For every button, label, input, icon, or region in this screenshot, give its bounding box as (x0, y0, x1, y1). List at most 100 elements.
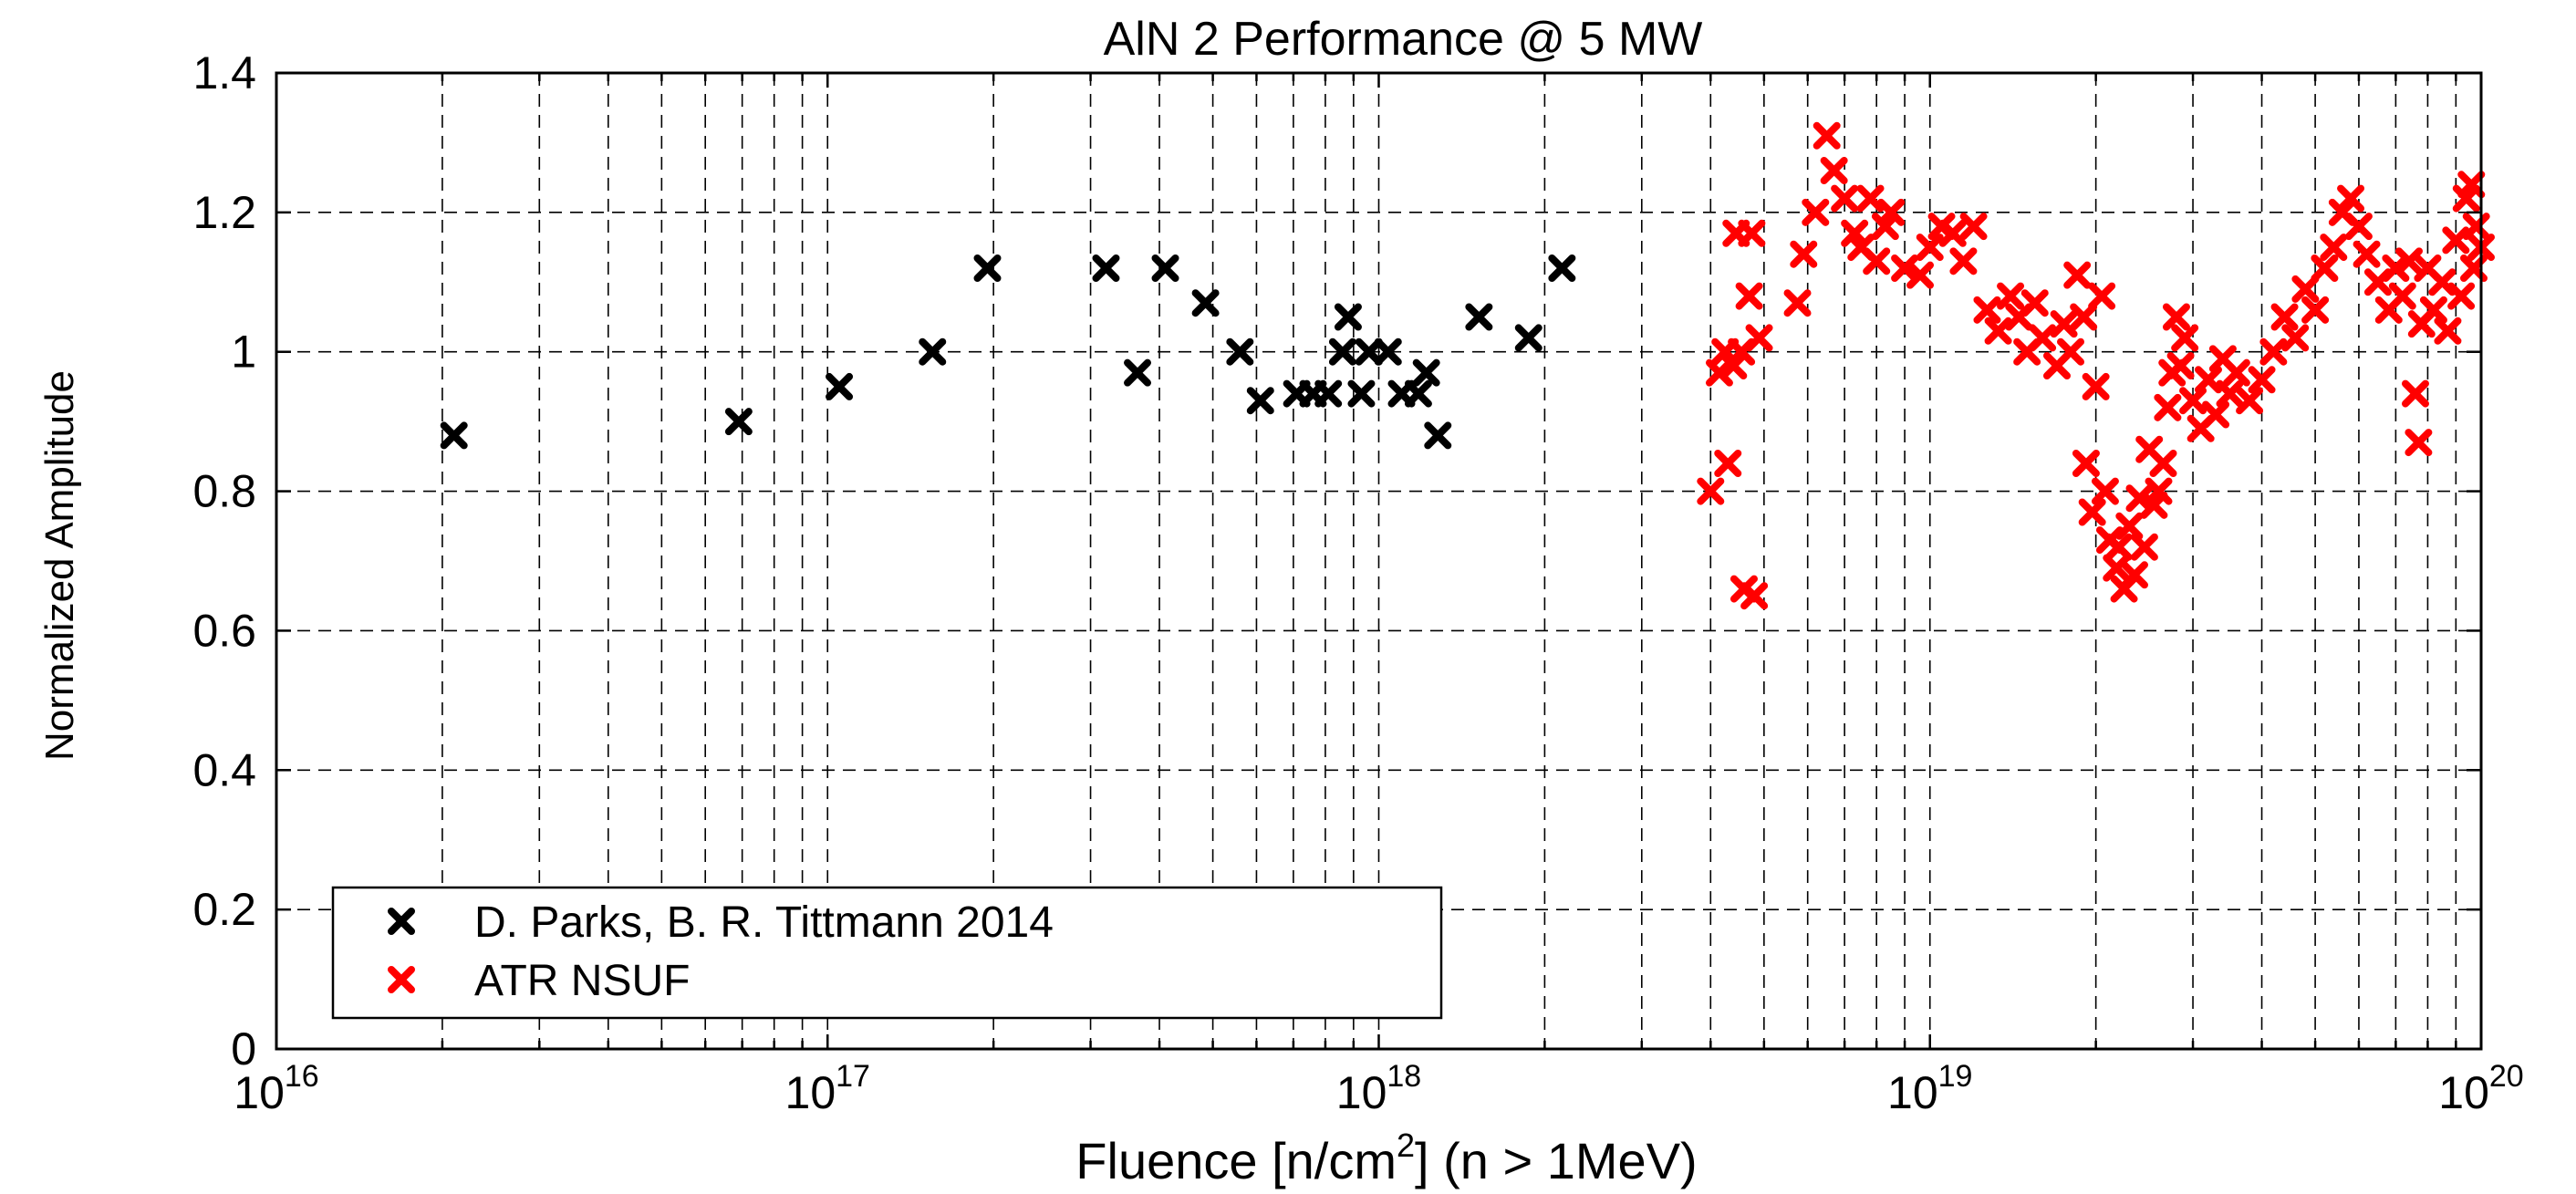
data-point (2382, 254, 2410, 282)
x-axis-label: Fluence [n/cm2] (n > 1MeV) (1075, 1127, 1697, 1189)
data-point (1740, 582, 1769, 610)
data-point (2311, 254, 2339, 282)
data-point (1959, 213, 1988, 241)
y-tick-label: 0 (231, 1023, 256, 1075)
data-point (2344, 213, 2373, 241)
data-point (2442, 226, 2470, 254)
data-point (826, 372, 854, 400)
data-point (1863, 247, 1891, 275)
x-tick-label: 1017 (785, 1059, 870, 1118)
data-point (1916, 234, 1944, 262)
chart-title: AlN 2 Performance @ 5 MW (1104, 13, 1703, 66)
data-point (2401, 379, 2429, 408)
data-point (1374, 337, 1402, 366)
y-tick-label: 0.4 (192, 744, 256, 795)
x-tick-label: 1019 (1887, 1059, 1972, 1118)
data-point (2162, 303, 2190, 331)
data-point (1973, 296, 2001, 324)
data-point (2063, 261, 2092, 289)
data-point (2103, 554, 2131, 582)
y-axis-label: Normalized Amplitude (37, 370, 82, 761)
grid-lines (276, 73, 2481, 1049)
data-point (1246, 387, 1274, 415)
x-tick-label-exp: 18 (1387, 1059, 1421, 1094)
data-point (2320, 234, 2348, 262)
data-point (1856, 184, 1885, 213)
legend-marker-0 (388, 908, 415, 935)
data-point (1465, 303, 1493, 331)
data-point (2222, 358, 2250, 387)
data-point (1783, 289, 1812, 317)
data-point (2166, 352, 2195, 379)
data-point (1906, 261, 1935, 289)
data-point (1328, 337, 1356, 366)
data-point (2405, 429, 2433, 457)
data-point (1719, 352, 1748, 379)
legend-label-1: ATR NSUF (474, 957, 690, 1005)
data-point (2154, 393, 2182, 421)
x-tick-label-base: 10 (2438, 1067, 2489, 1118)
data-point (1938, 219, 1967, 247)
data-point (2088, 282, 2116, 310)
x-tick-label-base: 10 (234, 1067, 285, 1118)
data-point (973, 254, 1002, 282)
data-point (1412, 358, 1440, 387)
data-point (2216, 379, 2244, 408)
x-tick-label: 1018 (1336, 1059, 1421, 1118)
data-point (2236, 387, 2264, 415)
data-point (2353, 240, 2381, 268)
data-point (724, 408, 753, 436)
data-point (1984, 317, 2012, 345)
data-point (1151, 254, 1179, 282)
y-tick-label: 0.8 (192, 466, 256, 517)
legend-label-0: D. Parks, B. R. Tittmann 2014 (474, 898, 1054, 947)
legend-marker-1 (388, 966, 415, 993)
data-point (1714, 450, 1742, 477)
data-point (1404, 379, 1432, 408)
y-tick-label: 1 (231, 327, 256, 378)
data-point (2434, 317, 2462, 345)
data-point (2050, 310, 2078, 338)
data-point (2301, 296, 2330, 324)
x-tick-label-exp: 17 (836, 1059, 870, 1094)
data-point (2270, 303, 2299, 331)
data-point (1831, 184, 1859, 213)
data-point (2388, 282, 2416, 310)
data-point (1092, 254, 1120, 282)
data-point (2091, 477, 2119, 505)
x-tick-label: 1020 (2438, 1059, 2523, 1118)
data-point (1334, 303, 1362, 331)
data-point (1548, 254, 1576, 282)
x-tick-label-exp: 20 (2489, 1059, 2524, 1094)
data-point (1841, 219, 1869, 247)
data-point (2082, 372, 2110, 400)
x-tick-label-base: 10 (1887, 1067, 1938, 1118)
data-point (1226, 337, 1254, 366)
data-point (2020, 289, 2049, 317)
y-tick-label: 1.2 (192, 187, 256, 238)
data-point (2145, 477, 2173, 505)
data-point (2447, 282, 2476, 310)
data-point (1314, 379, 1343, 408)
x-tick-label-base: 10 (785, 1067, 836, 1118)
data-point (919, 337, 947, 366)
x-axis-label-suffix: ] (n > 1MeV) (1415, 1132, 1698, 1189)
data-point (2202, 400, 2230, 429)
data-point (1347, 379, 1376, 408)
legend: D. Parks, B. R. Tittmann 2014 ATR NSUF (331, 886, 1443, 1020)
data-point (2337, 184, 2365, 213)
data-point (1514, 324, 1542, 352)
data-point (2072, 450, 2100, 477)
data-point (1355, 337, 1383, 366)
data-point (2104, 533, 2133, 561)
y-tick-label: 0.2 (192, 884, 256, 935)
data-point (1124, 358, 1152, 387)
data-point (1790, 240, 1818, 268)
data-point (1891, 254, 1919, 282)
data-point (2171, 324, 2199, 352)
data-point (1191, 289, 1220, 317)
x-tick-label-exp: 16 (285, 1059, 319, 1094)
data-point (2115, 512, 2144, 540)
